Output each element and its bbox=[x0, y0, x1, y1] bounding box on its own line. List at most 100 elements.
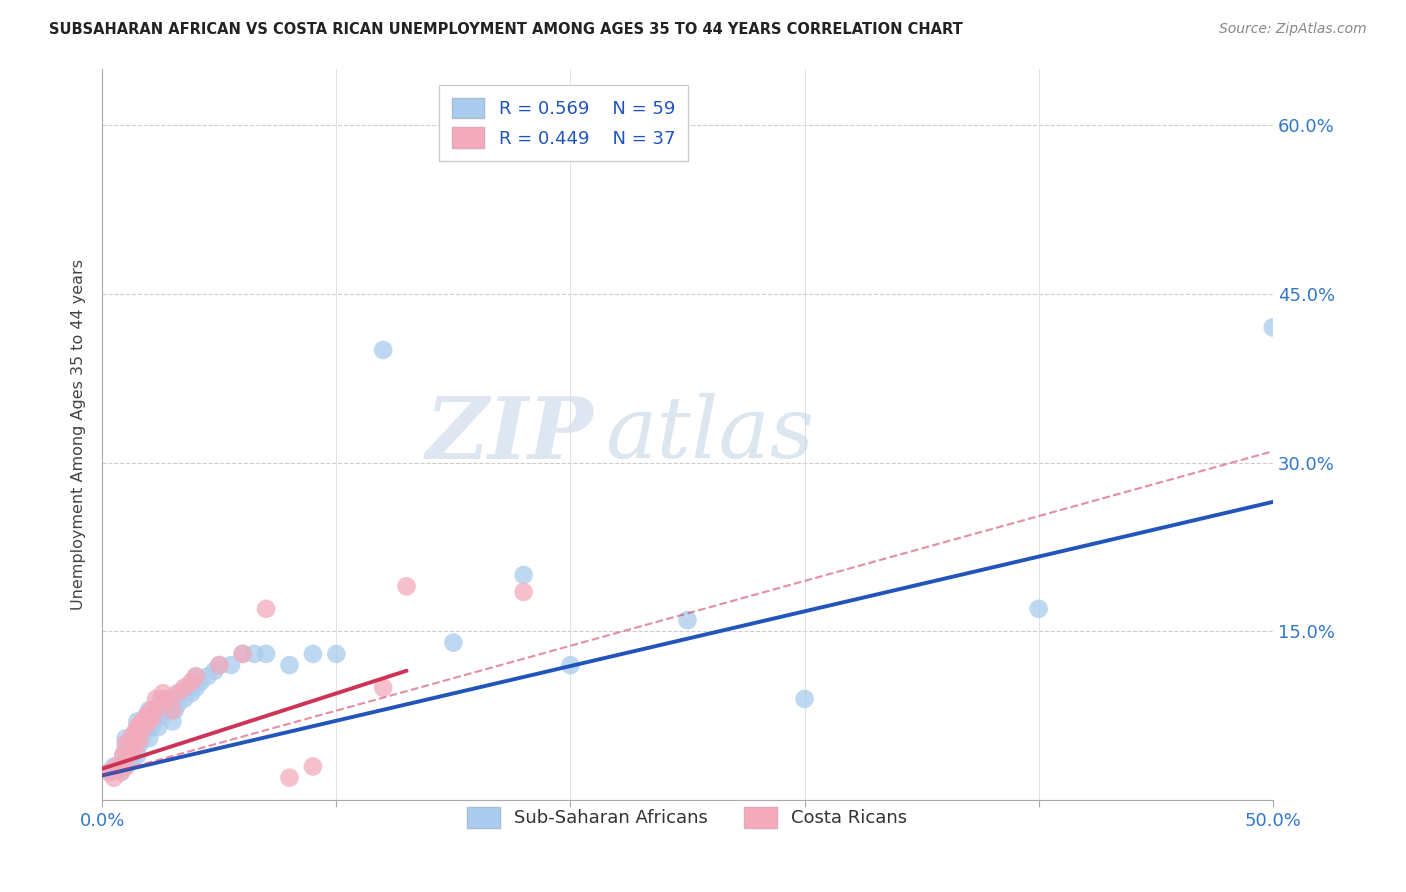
Point bbox=[373, 681, 395, 695]
Y-axis label: Unemployment Among Ages 35 to 44 years: Unemployment Among Ages 35 to 44 years bbox=[72, 259, 86, 610]
Point bbox=[134, 720, 156, 734]
Point bbox=[197, 669, 219, 683]
Point bbox=[142, 714, 165, 729]
Point bbox=[114, 737, 136, 751]
Point bbox=[302, 759, 325, 773]
Point bbox=[243, 647, 266, 661]
Legend: Sub-Saharan Africans, Costa Ricans: Sub-Saharan Africans, Costa Ricans bbox=[460, 800, 915, 835]
Point bbox=[278, 771, 301, 785]
Point bbox=[254, 602, 277, 616]
Point bbox=[184, 669, 207, 683]
Point bbox=[145, 708, 167, 723]
Point bbox=[127, 748, 149, 763]
Point bbox=[204, 664, 226, 678]
Point bbox=[184, 669, 207, 683]
Point bbox=[127, 714, 149, 729]
Point bbox=[1028, 602, 1050, 616]
Point bbox=[1261, 320, 1284, 334]
Point bbox=[110, 765, 132, 780]
Point bbox=[163, 703, 186, 717]
Point bbox=[131, 720, 153, 734]
Point bbox=[135, 708, 157, 723]
Point bbox=[105, 759, 128, 773]
Point bbox=[149, 692, 172, 706]
Point bbox=[114, 742, 136, 756]
Point bbox=[278, 658, 301, 673]
Point bbox=[112, 748, 135, 763]
Point bbox=[148, 720, 170, 734]
Point bbox=[127, 737, 149, 751]
Point bbox=[141, 720, 163, 734]
Text: Source: ZipAtlas.com: Source: ZipAtlas.com bbox=[1219, 22, 1367, 37]
Point bbox=[152, 686, 174, 700]
Point bbox=[124, 725, 146, 739]
Point bbox=[114, 759, 136, 773]
Point bbox=[127, 720, 149, 734]
Point bbox=[112, 748, 135, 763]
Point bbox=[219, 658, 242, 673]
Point bbox=[302, 647, 325, 661]
Point bbox=[152, 708, 174, 723]
Point bbox=[121, 742, 143, 756]
Point bbox=[184, 681, 207, 695]
Point bbox=[441, 635, 464, 649]
Point bbox=[232, 647, 254, 661]
Point bbox=[512, 568, 534, 582]
Point bbox=[128, 731, 150, 746]
Point bbox=[135, 708, 157, 723]
Point bbox=[373, 343, 395, 357]
Point bbox=[162, 692, 184, 706]
Text: ZIP: ZIP bbox=[426, 392, 593, 476]
Point bbox=[120, 731, 142, 746]
Point bbox=[208, 658, 231, 673]
Point bbox=[138, 731, 160, 746]
Point bbox=[156, 692, 179, 706]
Point bbox=[134, 725, 156, 739]
Point bbox=[107, 762, 129, 776]
Text: atlas: atlas bbox=[606, 393, 814, 475]
Point bbox=[173, 681, 195, 695]
Point bbox=[149, 698, 172, 712]
Point bbox=[155, 698, 177, 712]
Point bbox=[114, 759, 136, 773]
Point bbox=[173, 692, 195, 706]
Point bbox=[156, 703, 179, 717]
Point bbox=[676, 613, 699, 627]
Point bbox=[98, 765, 121, 780]
Point bbox=[325, 647, 347, 661]
Point bbox=[103, 771, 125, 785]
Point bbox=[120, 754, 142, 768]
Point bbox=[395, 579, 418, 593]
Point bbox=[190, 675, 212, 690]
Point bbox=[560, 658, 582, 673]
Text: SUBSAHARAN AFRICAN VS COSTA RICAN UNEMPLOYMENT AMONG AGES 35 TO 44 YEARS CORRELA: SUBSAHARAN AFRICAN VS COSTA RICAN UNEMPL… bbox=[49, 22, 963, 37]
Point bbox=[124, 725, 146, 739]
Point bbox=[149, 703, 172, 717]
Point bbox=[117, 748, 139, 763]
Point bbox=[120, 737, 142, 751]
Point bbox=[162, 703, 184, 717]
Point bbox=[166, 686, 188, 700]
Point bbox=[103, 759, 125, 773]
Point bbox=[142, 708, 165, 723]
Point bbox=[180, 675, 202, 690]
Point bbox=[169, 686, 191, 700]
Point bbox=[145, 692, 167, 706]
Point bbox=[162, 714, 184, 729]
Point bbox=[793, 692, 815, 706]
Point bbox=[232, 647, 254, 661]
Point bbox=[166, 698, 188, 712]
Point bbox=[110, 765, 132, 780]
Point bbox=[131, 714, 153, 729]
Point bbox=[141, 703, 163, 717]
Point bbox=[208, 658, 231, 673]
Point bbox=[180, 686, 202, 700]
Point bbox=[127, 731, 149, 746]
Point bbox=[254, 647, 277, 661]
Point bbox=[512, 585, 534, 599]
Point bbox=[114, 731, 136, 746]
Point bbox=[176, 681, 198, 695]
Point bbox=[138, 714, 160, 729]
Point bbox=[138, 703, 160, 717]
Point bbox=[128, 737, 150, 751]
